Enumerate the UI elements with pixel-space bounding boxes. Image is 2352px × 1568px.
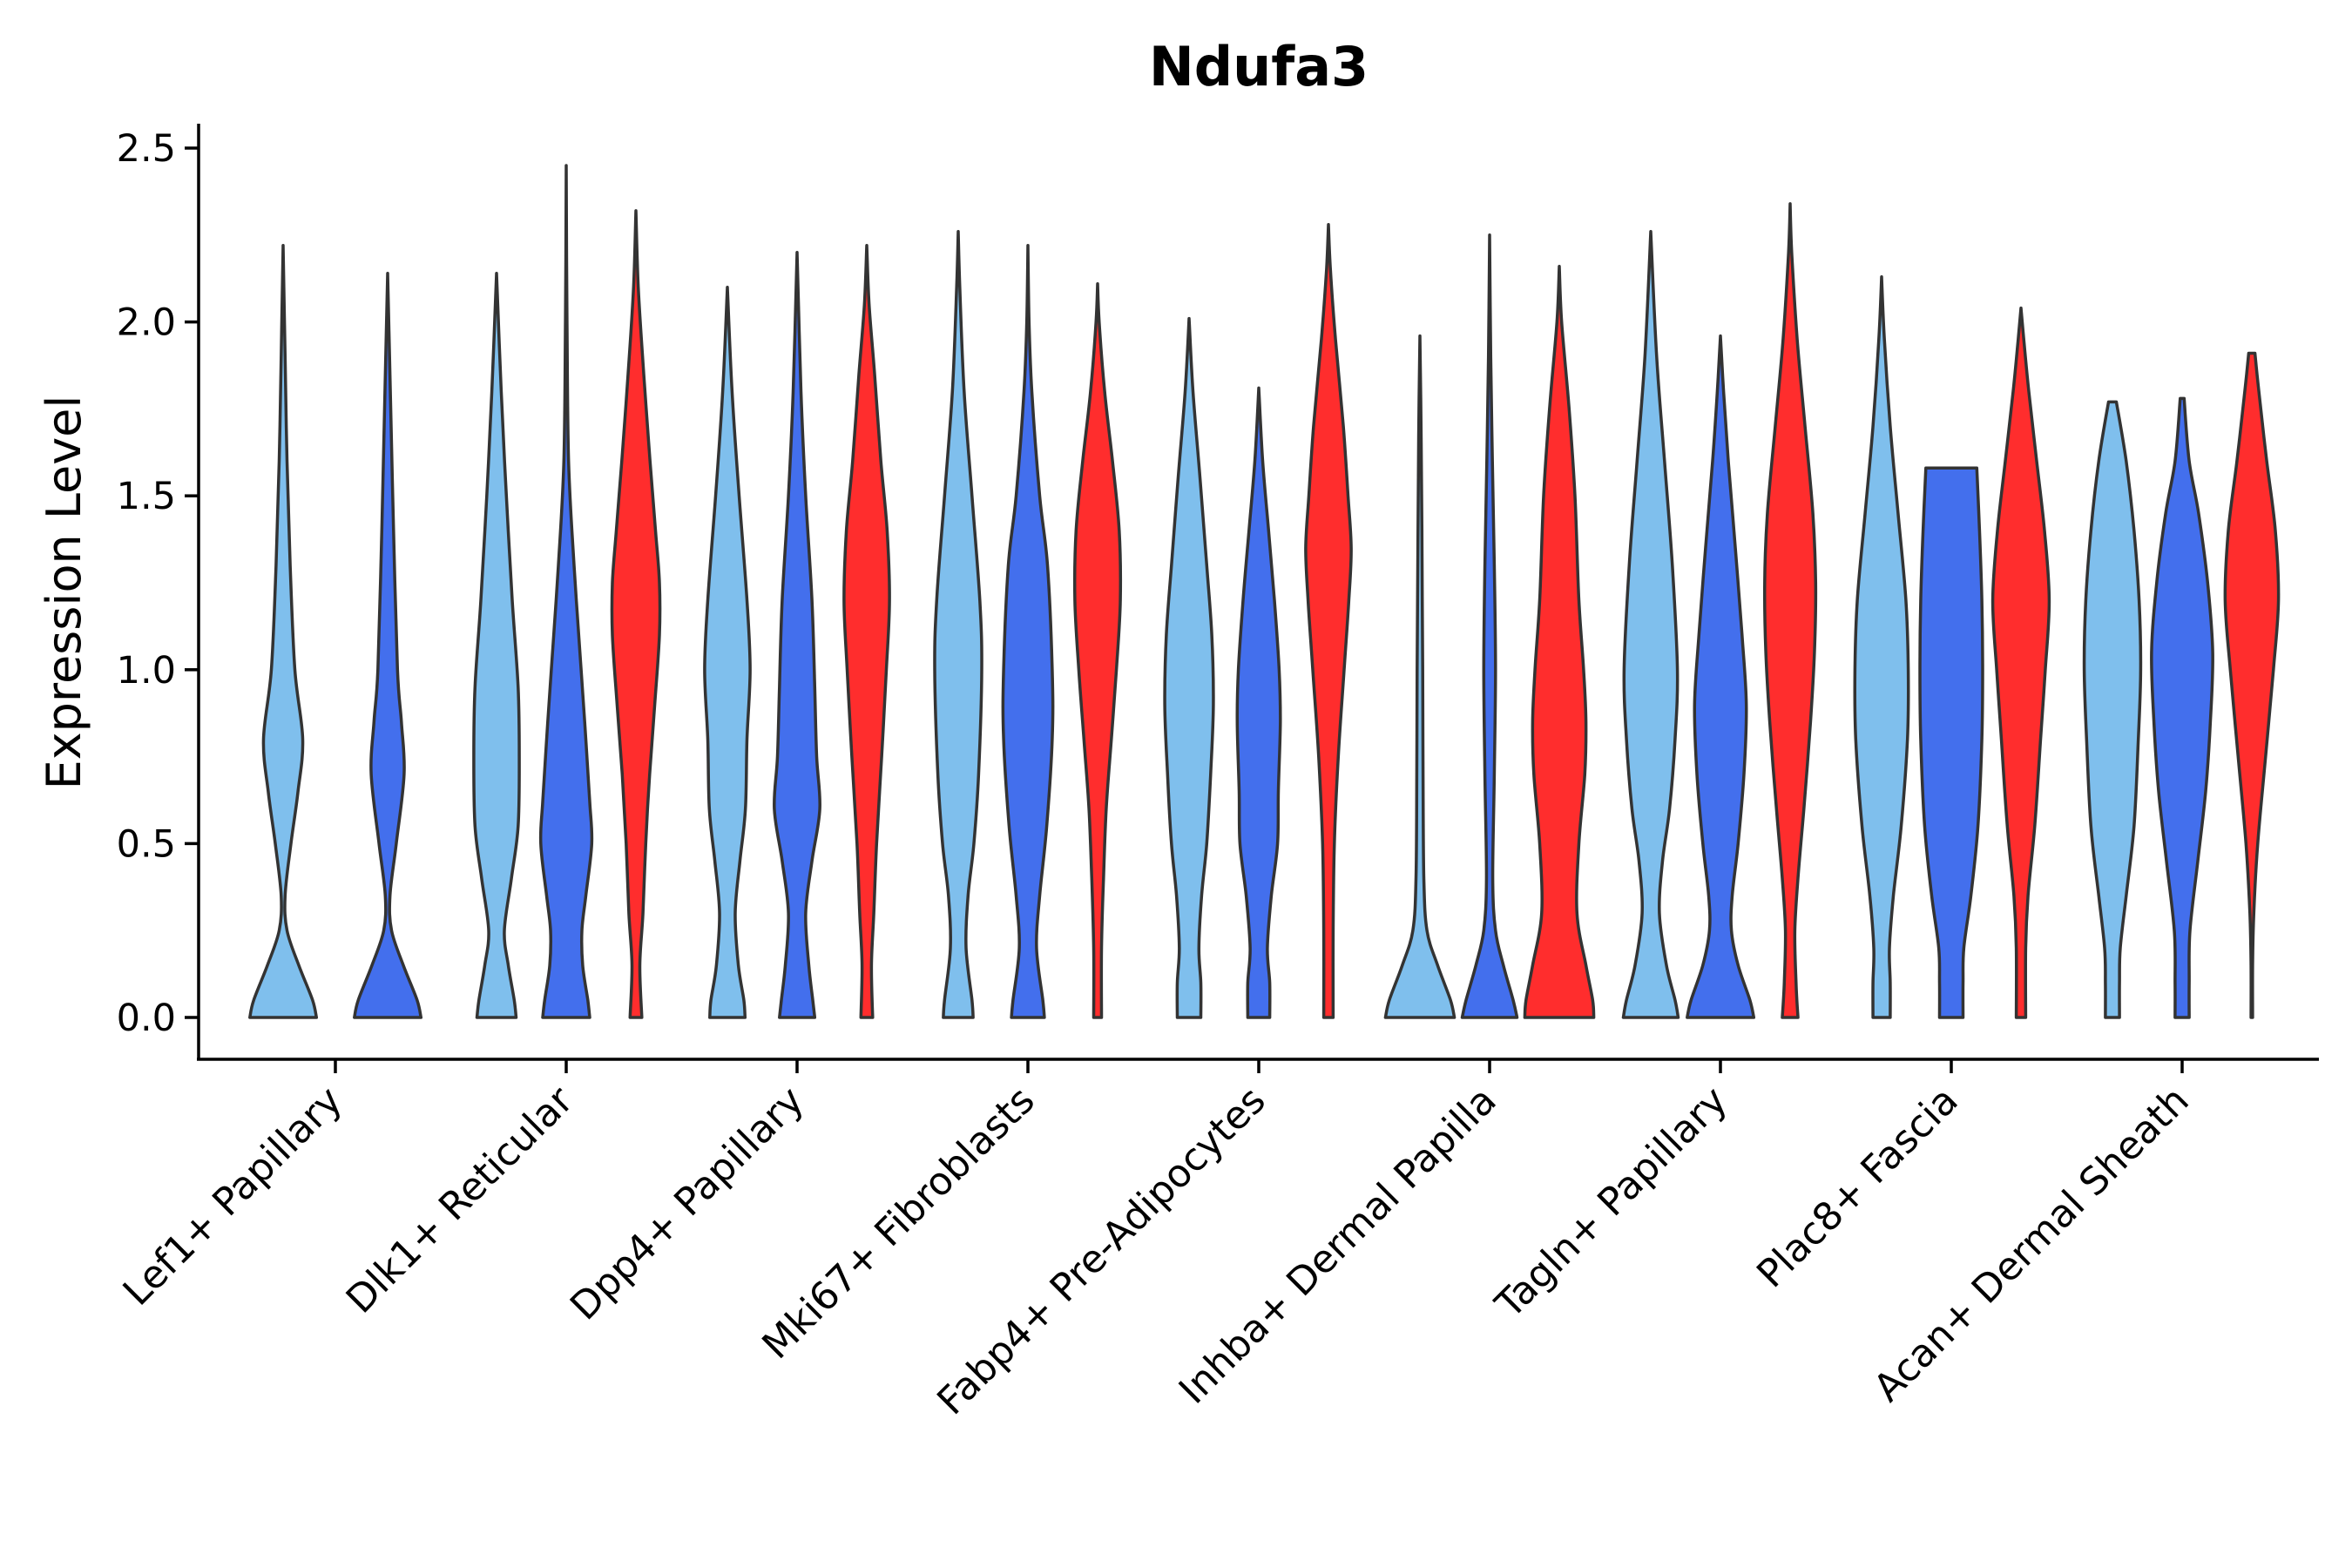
violin-red	[1762, 202, 1818, 1019]
x-tick-label: Tagln+ Papillary	[1487, 1078, 1736, 1328]
violin-red	[1304, 223, 1353, 1019]
category-group	[1163, 223, 1353, 1019]
violin-blue	[353, 271, 423, 1019]
y-tick-label: 2.0	[117, 301, 176, 345]
violin-light-blue	[1383, 334, 1456, 1019]
violin-light-blue	[248, 244, 319, 1019]
violin-red	[842, 244, 891, 1019]
category-group	[1853, 274, 2051, 1019]
violin-blue	[1686, 334, 1756, 1019]
violin-light-blue	[933, 230, 983, 1019]
violin-red	[1990, 306, 2051, 1019]
x-tick-label: Lef1+ Papillary	[115, 1078, 351, 1315]
violins-layer	[248, 164, 2281, 1019]
violin-red	[1523, 264, 1596, 1019]
violin-light-blue	[1853, 274, 1910, 1019]
violin-red	[2223, 351, 2281, 1019]
x-tick-label: Plac8+ Fascia	[1748, 1078, 1967, 1297]
violin-blue	[1235, 386, 1282, 1019]
y-tick-label: 1.5	[117, 475, 176, 518]
violin-light-blue	[703, 285, 752, 1019]
y-tick-label: 0.5	[117, 822, 176, 866]
violin-blue	[1918, 466, 1984, 1019]
y-axis-label: Expression Level	[37, 395, 91, 790]
violin-red	[1072, 281, 1123, 1019]
violin-light-blue	[2082, 400, 2143, 1019]
x-tick-label: Dpp4+ Papillary	[562, 1078, 813, 1329]
category-group	[1383, 233, 1596, 1019]
violin-light-blue	[472, 271, 521, 1019]
y-axis-ticks: 0.0 0.5 1.0 1.5 2.0 2.5	[117, 127, 199, 1040]
chart-title: Ndufa3	[1149, 35, 1369, 98]
violin-blue	[538, 164, 594, 1019]
violin-red	[610, 209, 662, 1019]
violin-blue	[2150, 396, 2214, 1019]
violin-blue	[1460, 233, 1519, 1019]
category-group	[2082, 351, 2281, 1019]
violin-light-blue	[1163, 316, 1215, 1019]
violin-blue	[1001, 244, 1055, 1019]
y-tick-label: 2.5	[117, 127, 176, 171]
category-group	[933, 230, 1123, 1019]
category-group	[472, 164, 662, 1019]
y-tick-label: 0.0	[117, 997, 176, 1040]
category-group	[703, 244, 891, 1019]
category-group	[1621, 202, 1818, 1019]
violin-blue	[773, 251, 821, 1019]
category-group	[248, 244, 423, 1019]
violin-light-blue	[1621, 230, 1680, 1019]
y-tick-label: 1.0	[117, 649, 176, 693]
x-tick-label: Dlk1+ Reticular	[338, 1078, 583, 1322]
